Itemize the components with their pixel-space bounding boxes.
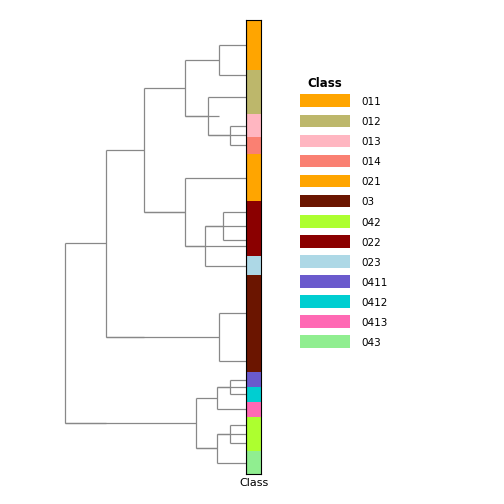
Bar	[246, 372, 261, 387]
Bar	[246, 114, 261, 137]
Bar	[300, 275, 350, 288]
Bar	[246, 276, 261, 350]
Bar	[300, 135, 350, 147]
Bar	[300, 114, 350, 128]
Bar	[246, 402, 261, 417]
Bar	[246, 154, 261, 201]
Text: Class: Class	[307, 77, 342, 90]
Text: 0411: 0411	[361, 278, 388, 288]
Bar	[246, 80, 261, 114]
Bar	[300, 235, 350, 247]
Bar	[246, 70, 261, 80]
Bar	[300, 295, 350, 308]
Text: 012: 012	[361, 117, 381, 128]
Text: 022: 022	[361, 237, 381, 247]
Text: 014: 014	[361, 157, 381, 167]
Bar	[246, 201, 261, 223]
Text: 03: 03	[361, 198, 374, 208]
Bar	[300, 255, 350, 268]
Bar	[246, 452, 261, 474]
Bar	[246, 137, 261, 154]
Bar	[300, 155, 350, 167]
Text: 042: 042	[361, 218, 381, 227]
Bar	[300, 215, 350, 227]
Bar	[300, 335, 350, 348]
Text: 023: 023	[361, 258, 381, 268]
Bar	[246, 417, 261, 434]
Bar	[246, 387, 261, 402]
Bar	[300, 175, 350, 187]
X-axis label: Class: Class	[239, 478, 268, 488]
Bar	[246, 20, 261, 70]
Bar	[246, 350, 261, 372]
Text: 0413: 0413	[361, 318, 388, 328]
Text: 013: 013	[361, 138, 381, 147]
Bar	[300, 315, 350, 328]
Bar	[300, 195, 350, 208]
Text: 021: 021	[361, 177, 381, 187]
Text: 0412: 0412	[361, 298, 388, 307]
Text: 043: 043	[361, 338, 381, 348]
Bar	[246, 223, 261, 256]
Text: 011: 011	[361, 97, 381, 107]
Bar	[246, 256, 261, 276]
Bar	[246, 434, 261, 452]
Bar	[300, 94, 350, 107]
